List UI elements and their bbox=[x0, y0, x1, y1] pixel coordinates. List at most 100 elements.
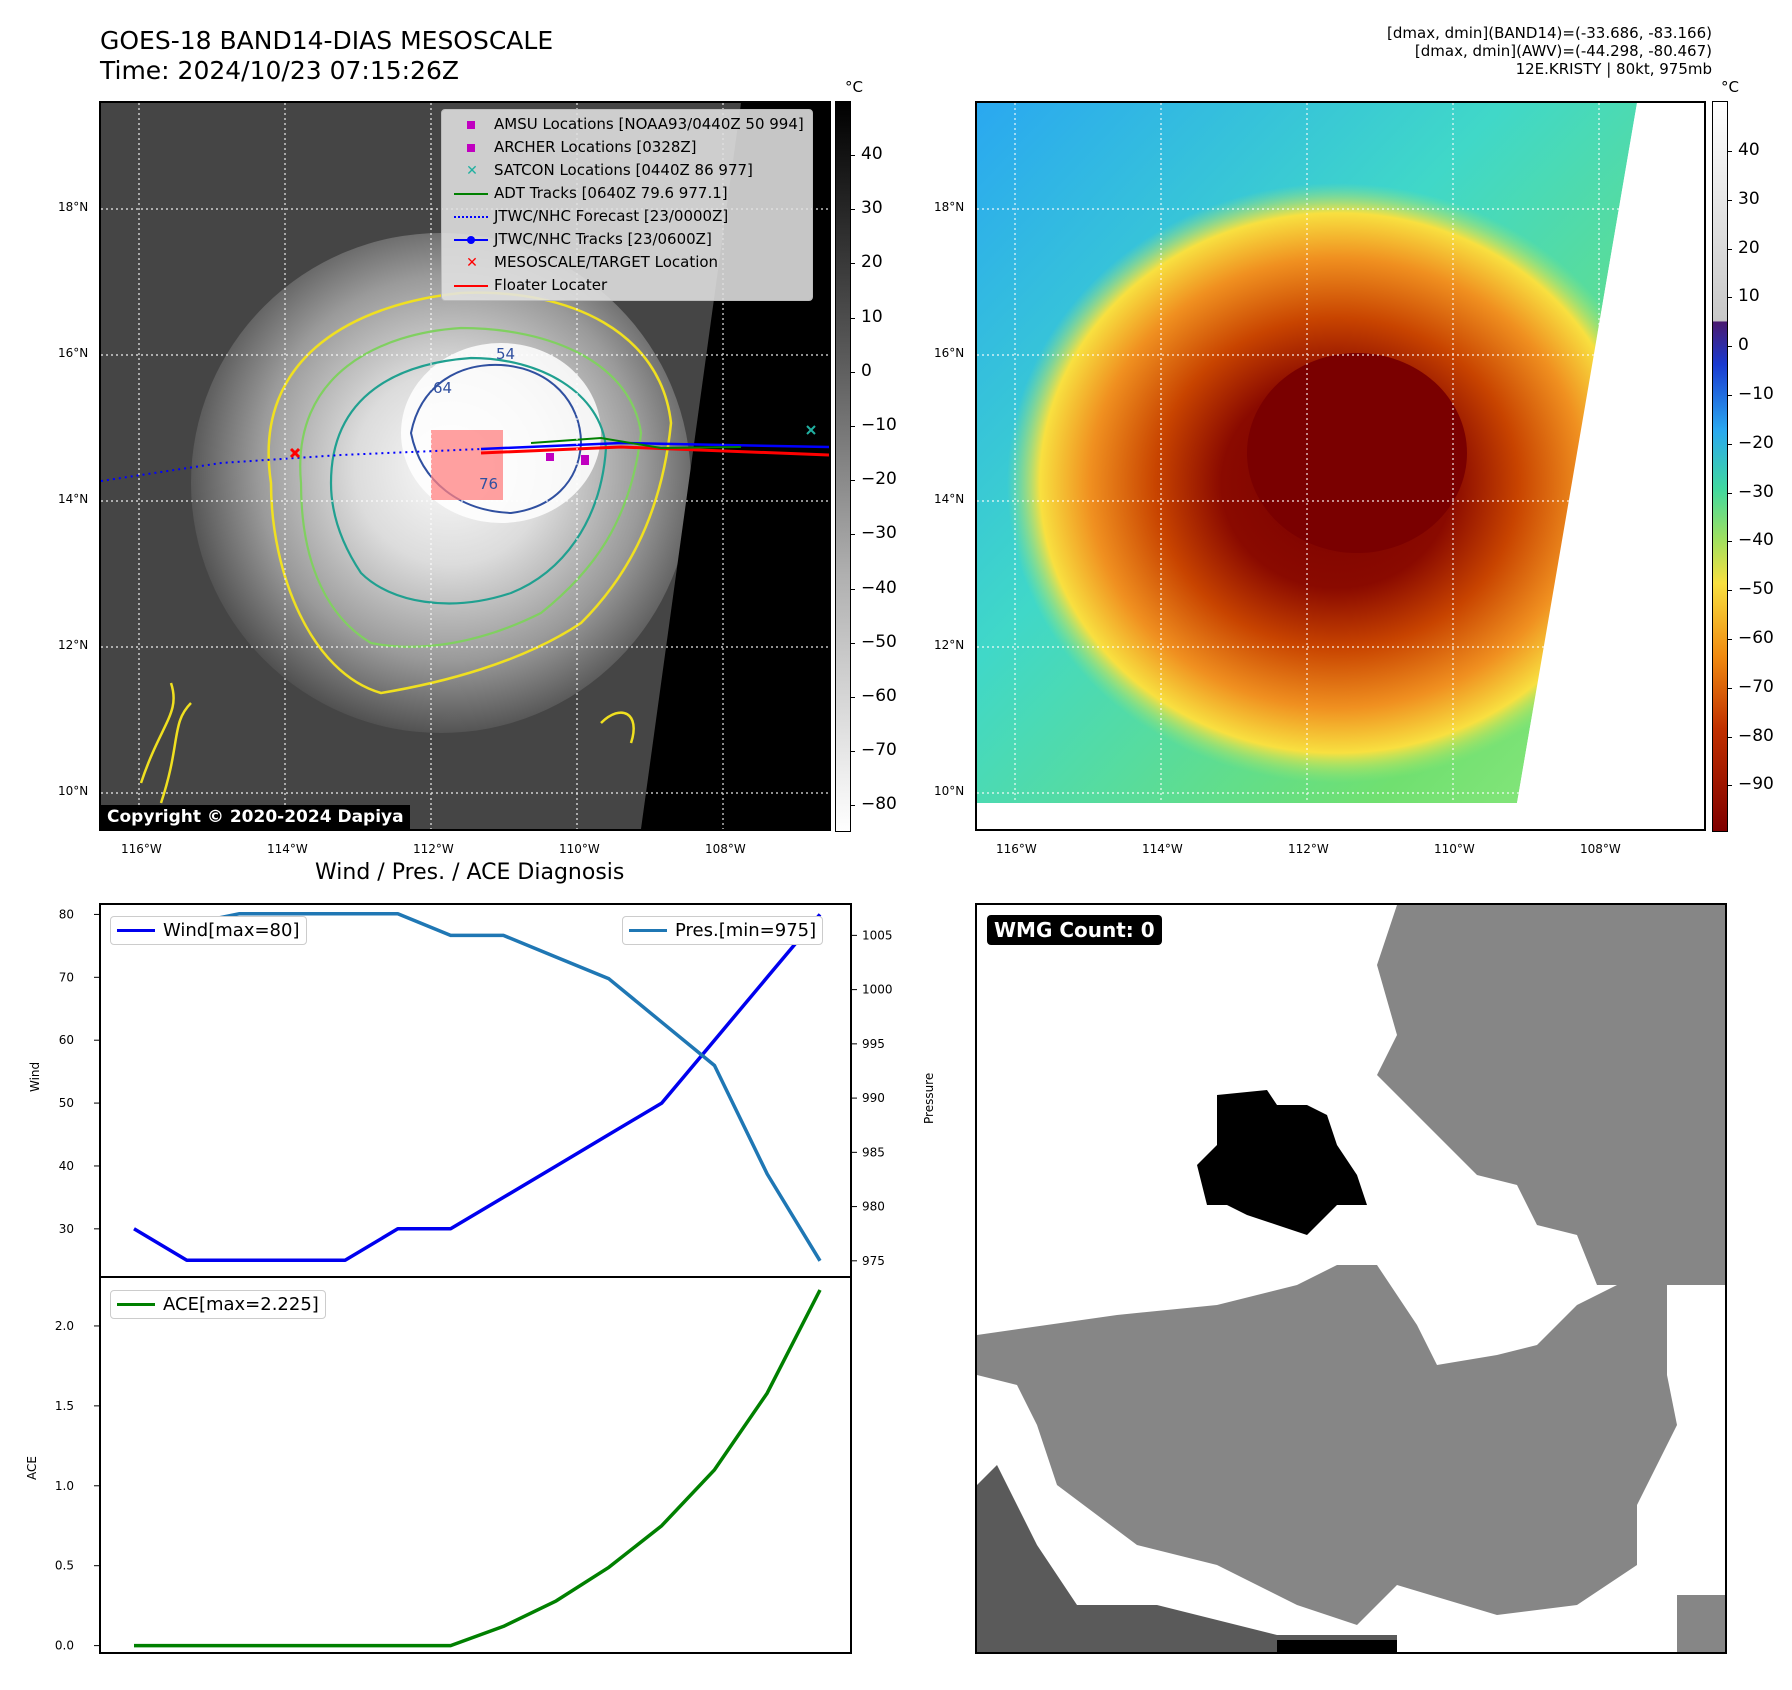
left-colorbar-tick-mark bbox=[850, 534, 855, 536]
legend-item-amsu: AMSU Locations [NOAA93/0440Z 50 994] bbox=[450, 113, 804, 136]
left-lon-tick: 112°W bbox=[413, 842, 454, 856]
left-colorbar-tick-label: 0 bbox=[861, 360, 872, 381]
right-colorbar-tick-label: 40 bbox=[1738, 140, 1760, 160]
left-lat-tick: 12°N bbox=[58, 638, 89, 652]
left-colorbar-tick-mark bbox=[850, 697, 855, 698]
awv-map-image bbox=[977, 103, 1704, 829]
right-lon-tick: 108°W bbox=[1580, 842, 1621, 856]
diag-divider bbox=[99, 1276, 852, 1278]
right-colorbar-tick-label: −90 bbox=[1738, 774, 1774, 795]
right-colorbar-tick-mark bbox=[1727, 541, 1732, 543]
wind-tick-label: 40 bbox=[59, 1159, 74, 1173]
wmg-count-badge: WMG Count: 0 bbox=[987, 915, 1162, 945]
left-colorbar-tick-label: −70 bbox=[861, 740, 897, 761]
left-colorbar-tick-label: −80 bbox=[861, 794, 897, 815]
right-lat-tick: 16°N bbox=[934, 346, 965, 360]
left-lon-tick: 108°W bbox=[705, 842, 746, 856]
left-colorbar-tick-mark bbox=[850, 805, 855, 807]
right-colorbar-tick-label: −60 bbox=[1738, 628, 1774, 648]
left-lon-tick: 110°W bbox=[559, 842, 600, 856]
ace-tick-label: 2.0 bbox=[55, 1319, 74, 1333]
right-colorbar-tick-mark bbox=[1727, 395, 1732, 396]
contour-label-76: 76 bbox=[479, 475, 499, 493]
right-colorbar-tick-label: −80 bbox=[1738, 725, 1774, 746]
left-lat-tick: 14°N bbox=[58, 492, 89, 506]
right-colorbar-tick-mark bbox=[1727, 736, 1732, 738]
pressure-tick-label: 1005 bbox=[862, 928, 893, 942]
right-colorbar-tick-label: −40 bbox=[1738, 530, 1774, 551]
ace-axis-label: ACE bbox=[25, 1456, 39, 1480]
pressure-tick-label: 995 bbox=[862, 1037, 885, 1051]
left-colorbar-tick-mark bbox=[850, 317, 855, 319]
wind-legend: Wind[max=80] bbox=[110, 916, 307, 945]
info-line-1: [dmax, dmin](BAND14)=(-33.686, -83.166) bbox=[1387, 24, 1712, 42]
right-colorbar-tick-label: −30 bbox=[1738, 481, 1774, 502]
wind-line bbox=[133, 913, 822, 1263]
right-colorbar-tick-label: −10 bbox=[1738, 384, 1774, 404]
left-colorbar-tick-mark bbox=[850, 371, 855, 373]
left-colorbar-tick-label: 10 bbox=[861, 306, 883, 327]
right-lon-tick: 110°W bbox=[1434, 842, 1475, 856]
left-colorbar-tick-label: 40 bbox=[861, 144, 883, 164]
right-colorbar-tick-label: −50 bbox=[1738, 579, 1774, 600]
right-colorbar-tick-label: 20 bbox=[1738, 237, 1760, 258]
left-colorbar-tick-label: −20 bbox=[861, 469, 897, 490]
pressure-legend: Pres.[min=975] bbox=[622, 916, 824, 945]
right-colorbar-tick-mark bbox=[1727, 639, 1732, 640]
left-colorbar-tick-label: −10 bbox=[861, 415, 897, 435]
left-colorbar-tick-mark bbox=[850, 751, 855, 753]
wind-tick-label: 70 bbox=[59, 970, 74, 984]
left-colorbar-tick-mark bbox=[850, 588, 855, 590]
pressure-tick-label: 985 bbox=[862, 1145, 885, 1159]
left-colorbar-unit: °C bbox=[845, 78, 863, 96]
right-colorbar-tick-mark bbox=[1727, 785, 1732, 787]
wmg-panel: WMG Count: 0 bbox=[975, 903, 1727, 1654]
pressure-tick-label: 1000 bbox=[862, 983, 893, 997]
legend-item-adt: ADT Tracks [0640Z 79.6 977.1] bbox=[450, 182, 804, 205]
right-lat-tick: 14°N bbox=[934, 492, 965, 506]
left-lat-tick: 18°N bbox=[58, 200, 89, 214]
right-lon-tick: 112°W bbox=[1288, 842, 1329, 856]
right-lat-tick: 10°N bbox=[934, 784, 965, 798]
wmg-image bbox=[977, 905, 1725, 1652]
legend-item-archer: ARCHER Locations [0328Z] bbox=[450, 136, 804, 159]
contour-label-64: 64 bbox=[433, 379, 453, 397]
wind-tick-label: 30 bbox=[59, 1222, 74, 1236]
right-colorbar-tick-label: 30 bbox=[1738, 188, 1760, 209]
right-colorbar-tick-label: 0 bbox=[1738, 335, 1749, 356]
awv-map-panel bbox=[975, 101, 1706, 831]
left-colorbar-tick-label: −40 bbox=[861, 577, 897, 598]
legend-item-mesoscale: ✕ MESOSCALE/TARGET Location bbox=[466, 253, 719, 271]
right-colorbar-tick-mark bbox=[1727, 151, 1732, 152]
right-colorbar-tick-label: 10 bbox=[1738, 286, 1760, 307]
legend-item-forecast: JTWC/NHC Forecast [23/0000Z] bbox=[450, 205, 804, 228]
left-colorbar-tick-label: −60 bbox=[861, 686, 897, 706]
title-line-2: Time: 2024/10/23 07:15:26Z bbox=[100, 56, 459, 85]
right-colorbar-unit: °C bbox=[1721, 78, 1739, 96]
ace-tick-label: 0.0 bbox=[55, 1639, 74, 1653]
right-colorbar-tick-mark bbox=[1727, 492, 1732, 494]
ace-line bbox=[134, 1289, 822, 1648]
right-colorbar-tick-label: −70 bbox=[1738, 676, 1774, 697]
map-legend: AMSU Locations [NOAA93/0440Z 50 994] ARC… bbox=[441, 109, 813, 301]
right-lon-tick: 114°W bbox=[1142, 842, 1183, 856]
pressure-tick-label: 975 bbox=[862, 1254, 885, 1268]
left-colorbar-tick-mark bbox=[850, 426, 855, 427]
left-colorbar-tick-label: −50 bbox=[861, 631, 897, 652]
left-colorbar-tick-label: 30 bbox=[861, 198, 883, 219]
ace-tick-label: 1.0 bbox=[55, 1479, 74, 1493]
pressure-tick-label: 980 bbox=[862, 1200, 885, 1214]
header-info: [dmax, dmin](BAND14)=(-33.686, -83.166) … bbox=[1387, 24, 1712, 78]
left-colorbar-tick-mark bbox=[850, 642, 855, 644]
title-line-1: GOES-18 BAND14-DIAS MESOSCALE bbox=[100, 26, 554, 55]
pressure-tick-label: 990 bbox=[862, 1091, 885, 1105]
left-lon-tick: 114°W bbox=[267, 842, 308, 856]
copyright-label: Copyright © 2020-2024 Dapiya bbox=[101, 805, 410, 829]
left-colorbar-tick-mark bbox=[850, 480, 855, 482]
right-lat-tick: 12°N bbox=[934, 638, 965, 652]
left-colorbar-tick-mark bbox=[850, 263, 855, 265]
ace-legend: ACE[max=2.225] bbox=[110, 1290, 326, 1319]
left-colorbar-tick-label: −30 bbox=[861, 523, 897, 544]
contour-label-54: 54 bbox=[496, 345, 516, 363]
ir-map-panel: 54 64 76 AMSU Locations [NOAA93/0440Z 50… bbox=[99, 101, 831, 831]
